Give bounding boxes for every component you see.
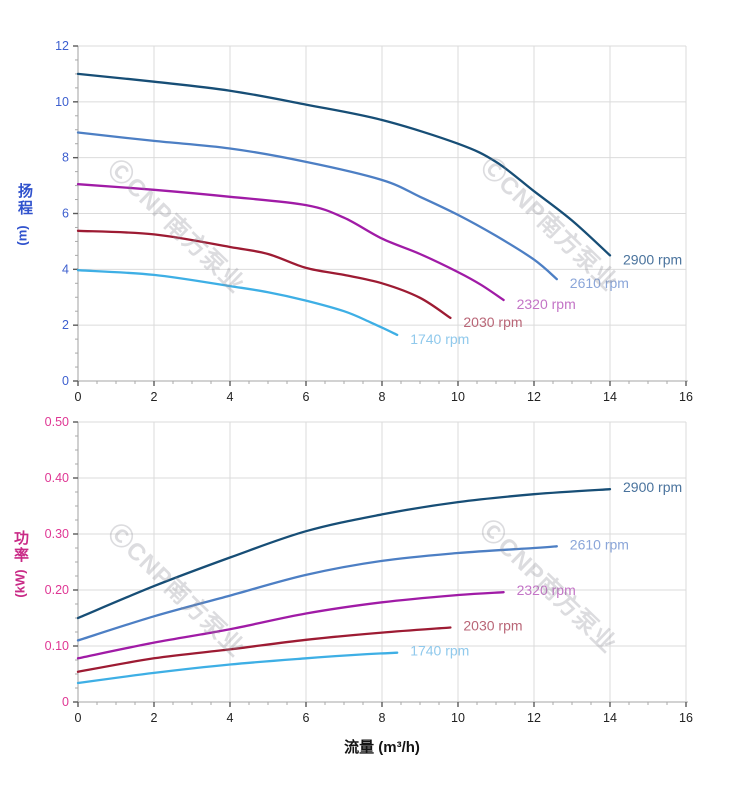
curve-label-2610-rpm: 2610 rpm <box>570 275 629 291</box>
x-tick-label: 10 <box>451 711 465 725</box>
x-tick-label: 0 <box>75 390 82 404</box>
y-tick-label: 0.20 <box>45 583 69 597</box>
curve-2320-rpm <box>76 591 505 660</box>
curve-label-2900-rpm: 2900 rpm <box>623 479 682 495</box>
y-tick-label: 6 <box>62 207 69 221</box>
curve-label-2030-rpm: 2030 rpm <box>463 314 522 330</box>
curve-2030-rpm <box>76 229 452 320</box>
curve-2900-rpm <box>76 72 612 257</box>
y-tick-label: 12 <box>55 39 69 53</box>
x-tick-label: 12 <box>527 390 541 404</box>
curve-2900-rpm <box>76 488 612 620</box>
x-tick-label: 10 <box>451 390 465 404</box>
y-tick-label: 8 <box>62 151 69 165</box>
x-tick-label: 12 <box>527 711 541 725</box>
curve-2030-rpm <box>76 626 452 673</box>
x-tick-label: 14 <box>603 390 617 404</box>
x-tick-label: 6 <box>303 711 310 725</box>
curve-1740-rpm <box>76 651 399 685</box>
curve-2610-rpm <box>76 131 558 281</box>
head-axis-unit: (m) <box>14 225 30 246</box>
curve-label-2320-rpm: 2320 rpm <box>517 296 576 312</box>
grid-1 <box>78 421 687 702</box>
axes-0: 0 2 4 6 8 10 12 14 16 0 2 4 6 8 10 12 <box>55 39 693 404</box>
curve-1740-rpm <box>76 269 399 337</box>
curve-label-2900-rpm: 2900 rpm <box>623 251 682 267</box>
x-tick-label: 8 <box>379 390 386 404</box>
y-tick-label: 0 <box>62 374 69 388</box>
x-tick-label: 16 <box>679 390 693 404</box>
curve-label-1740-rpm: 1740 rpm <box>410 643 469 659</box>
x-tick-label: 16 <box>679 711 693 725</box>
x-tick-label: 8 <box>379 711 386 725</box>
x-tick-label: 6 <box>303 390 310 404</box>
y-tick-label: 0.30 <box>45 527 69 541</box>
power-axis-title: 功率 <box>13 530 29 565</box>
x-tick-label: 2 <box>151 711 158 725</box>
curve-label-2030-rpm: 2030 rpm <box>463 618 522 634</box>
y-tick-label: 10 <box>55 95 69 109</box>
power-axis-unit: (kW) <box>12 569 28 598</box>
axes-1: 0 2 4 6 8 10 12 14 16 0 0.10 0.20 0.30 0.40 0.50 <box>45 415 693 725</box>
curve-label-1740-rpm: 1740 rpm <box>410 331 469 347</box>
curve-label-2320-rpm: 2320 rpm <box>517 582 576 598</box>
y-tick-label: 0 <box>62 695 69 709</box>
y-tick-label: 0.50 <box>45 415 69 429</box>
series-group-1: 2900 rpm 2610 rpm 2320 rpm 2030 rpm 1740 rpm <box>76 479 682 685</box>
curve-2610-rpm <box>76 545 558 642</box>
flow-axis-title: 流量 (m³/h) <box>344 739 420 756</box>
curve-label-2610-rpm: 2610 rpm <box>570 536 629 552</box>
x-tick-label: 14 <box>603 711 617 725</box>
y-tick-label: 0.40 <box>45 471 69 485</box>
grid-0 <box>78 45 687 381</box>
head-axis-title: 扬程 <box>17 183 33 218</box>
y-tick-label: 2 <box>62 318 69 332</box>
x-tick-label: 2 <box>151 390 158 404</box>
x-tick-label: 4 <box>227 390 234 404</box>
curve-2320-rpm <box>76 183 505 302</box>
x-tick-label: 4 <box>227 711 234 725</box>
x-tick-label: 0 <box>75 711 82 725</box>
y-tick-label: 0.10 <box>45 639 69 653</box>
y-tick-label: 4 <box>62 262 69 276</box>
